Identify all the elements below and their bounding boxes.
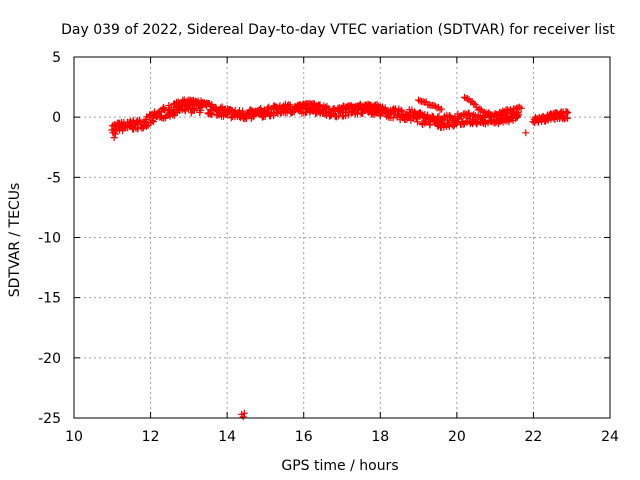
x-tick-label: 14 xyxy=(218,429,236,445)
data-point xyxy=(343,103,351,111)
data-point xyxy=(414,118,422,126)
data-point xyxy=(421,119,429,127)
data-point xyxy=(194,98,202,106)
y-tick-label: -20 xyxy=(38,351,61,367)
data-point xyxy=(426,121,434,129)
data-point xyxy=(398,107,406,115)
y-tick-label: -15 xyxy=(38,291,61,307)
data-point xyxy=(183,97,191,105)
y-axis-label: SDTVAR / TECUs xyxy=(7,183,23,298)
data-point xyxy=(359,109,367,117)
data-point xyxy=(239,413,247,421)
x-tick-label: 24 xyxy=(601,429,619,445)
y-tick-label: -5 xyxy=(47,170,61,186)
data-point xyxy=(227,114,235,122)
data-point xyxy=(491,110,499,118)
data-point xyxy=(202,100,210,108)
data-point xyxy=(358,102,366,110)
x-tick-label: 22 xyxy=(525,429,543,445)
data-point xyxy=(135,116,143,124)
data-point xyxy=(110,134,118,142)
data-point xyxy=(313,102,321,110)
data-point xyxy=(499,107,507,115)
x-axis-label: GPS time / hours xyxy=(281,458,398,474)
data-point xyxy=(197,106,205,114)
data-point xyxy=(436,106,444,114)
data-point xyxy=(321,110,329,118)
data-point xyxy=(562,107,570,115)
data-point xyxy=(516,103,524,111)
data-point xyxy=(376,104,384,112)
data-point xyxy=(470,100,478,108)
data-point xyxy=(415,96,423,104)
x-tick-label: 12 xyxy=(142,429,160,445)
data-point xyxy=(373,101,381,109)
data-point xyxy=(176,100,184,108)
data-point xyxy=(208,110,216,118)
y-tick-label: -10 xyxy=(38,231,61,247)
data-point xyxy=(315,102,323,110)
data-point xyxy=(564,114,572,122)
data-point xyxy=(375,102,383,110)
data-point xyxy=(149,118,157,126)
data-point xyxy=(111,130,119,138)
chart-title: Day 039 of 2022, Sidereal Day-to-day VTE… xyxy=(61,22,615,38)
data-point xyxy=(479,108,487,116)
x-tick-label: 10 xyxy=(65,429,83,445)
data-point xyxy=(297,103,305,111)
data-point xyxy=(461,93,469,101)
data-point xyxy=(517,104,525,112)
data-point xyxy=(301,101,309,109)
data-point xyxy=(506,106,514,114)
axis-ticks: 10 12 14 16 18 20 22 24 5 0 -5 -10 -15 -20 -25 xyxy=(38,50,619,445)
data-point xyxy=(445,120,453,128)
y-tick-label: -25 xyxy=(38,411,61,427)
data-point xyxy=(397,106,405,114)
data-point xyxy=(240,409,248,417)
x-tick-label: 20 xyxy=(448,429,466,445)
data-point xyxy=(346,102,354,110)
data-point xyxy=(472,119,480,127)
data-point xyxy=(353,110,361,118)
data-point xyxy=(170,112,178,120)
x-tick-label: 18 xyxy=(371,429,389,445)
data-point xyxy=(522,129,530,137)
data-point xyxy=(464,95,472,103)
data-point xyxy=(438,105,446,113)
data-points xyxy=(108,93,572,421)
data-point xyxy=(206,102,214,110)
data-point xyxy=(431,102,439,110)
data-point xyxy=(341,103,349,111)
data-point xyxy=(515,111,523,119)
data-point xyxy=(208,100,216,108)
x-tick-label: 16 xyxy=(295,429,313,445)
y-tick-label: 0 xyxy=(52,110,61,126)
data-point xyxy=(389,114,397,122)
data-point xyxy=(364,100,372,108)
y-tick-label: 5 xyxy=(52,50,61,66)
